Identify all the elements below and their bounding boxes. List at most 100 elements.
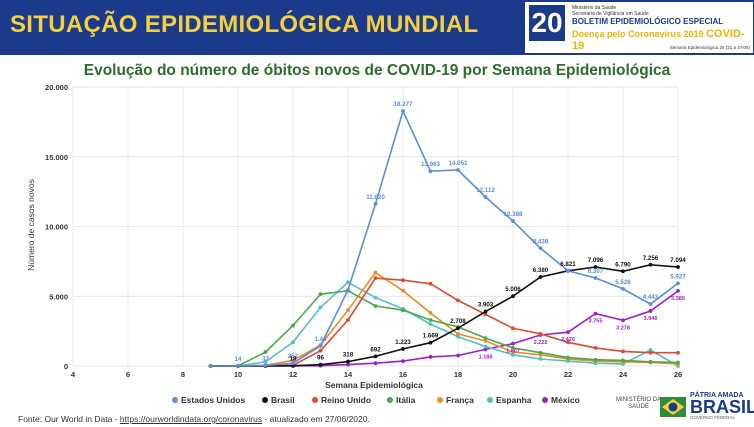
data-point (483, 347, 488, 352)
bulletin-week: Semana Epidemiológica 26 (21 a 27/06) (669, 45, 750, 50)
x-tick-label: 24 (619, 370, 628, 379)
data-point (648, 359, 653, 364)
data-point (373, 202, 378, 206)
government-brand: PÁTRIA AMADA BRASIL GOVERNO FEDERAL (690, 392, 754, 420)
data-label: 33 (262, 356, 269, 363)
data-point (401, 359, 405, 364)
data-point (401, 308, 405, 313)
data-point (428, 322, 433, 327)
data-point (483, 309, 488, 314)
series-line (210, 108, 679, 367)
data-point (593, 265, 598, 269)
data-label: 692 (370, 346, 381, 353)
data-point (648, 350, 653, 355)
header-banner: SITUAÇÃO EPIDEMIOLÓGICA MUNDIAL 20 Minis… (0, 0, 754, 55)
data-point (428, 318, 433, 322)
data-point (291, 358, 295, 363)
data-label: 6.821 (560, 261, 576, 268)
data-point (511, 219, 515, 223)
data-label: 96 (317, 355, 324, 362)
data-label: 1.188 (479, 354, 493, 360)
legend-entry: França (446, 395, 474, 405)
x-tick-label: 26 (674, 370, 682, 379)
data-point (511, 350, 515, 354)
data-label: 18 (290, 356, 297, 363)
x-tick-label: 12 (289, 370, 297, 379)
bulletin-disease-name: Doença pelo Coronavírus 2019 (572, 29, 704, 39)
data-point (428, 281, 433, 286)
brazil-flag-icon (660, 397, 686, 417)
data-label: 3.946 (644, 316, 658, 322)
data-label: 11.620 (366, 194, 385, 201)
brand-line-2: BRASIL (690, 397, 754, 417)
data-point (621, 358, 625, 363)
data-point (621, 269, 625, 274)
x-tick-label: 10 (234, 370, 242, 379)
x-tick-label: 8 (181, 370, 185, 379)
data-point (511, 345, 515, 350)
data-point (538, 275, 543, 279)
y-tick-label: 10.000 (45, 223, 68, 232)
data-point (318, 348, 323, 353)
legend-entry: Brasil (271, 395, 295, 405)
x-tick-label: 6 (126, 370, 130, 379)
chart-data-labels: 14 33 252 1.44 11.620 18.277 13.963 14.051 12.11… (235, 101, 687, 363)
data-point (648, 348, 653, 352)
data-label: 4.443 (643, 294, 659, 301)
data-point (538, 357, 543, 361)
chart-legend: Estados Unidos Brasil Reino Unido Itália Fra… (172, 395, 580, 405)
x-tick-label: 22 (564, 370, 572, 379)
data-point (676, 281, 680, 286)
data-point (593, 345, 598, 350)
data-point (291, 361, 295, 366)
data-point (346, 288, 350, 292)
data-point (566, 330, 570, 335)
data-point (511, 341, 515, 346)
data-label: 13.963 (421, 161, 440, 168)
data-point (566, 355, 570, 360)
data-label: 1.44 (314, 336, 327, 343)
legend-entry: Reino Unido (321, 395, 371, 405)
data-point (373, 270, 378, 275)
data-point (456, 332, 460, 336)
data-point (538, 332, 543, 336)
series-line (210, 289, 679, 367)
data-point (401, 347, 405, 351)
data-label: 7.256 (643, 255, 659, 262)
data-point (263, 363, 268, 368)
data-label: 14.051 (449, 160, 468, 167)
data-point (401, 288, 405, 293)
y-tick-label: 0 (64, 362, 68, 371)
data-point (483, 312, 488, 317)
bulletin-badge: 20 Ministério da Saúde Secretaria de Vig… (525, 2, 753, 53)
data-label: 7.094 (670, 257, 686, 264)
data-label: 10.388 (504, 211, 523, 218)
data-label: 318 (343, 352, 354, 359)
y-tick-label: 20.000 (45, 83, 68, 92)
x-tick-label: 20 (509, 370, 517, 379)
data-point (401, 109, 405, 113)
data-label: 1.669 (423, 333, 439, 340)
chart-grid (72, 86, 679, 367)
source-link[interactable]: https://ourworldindata.org/coronavirus (119, 414, 263, 424)
y-tick-label: 15.000 (45, 153, 68, 162)
legend-entry: Itália (396, 395, 416, 405)
data-point (346, 308, 350, 313)
legend-marker (172, 397, 178, 403)
data-point (483, 344, 488, 349)
data-point (676, 265, 680, 269)
series-line (210, 277, 678, 367)
data-point (291, 323, 295, 328)
data-point (456, 298, 460, 303)
data-label: 2.222 (534, 340, 548, 346)
data-point (676, 288, 680, 293)
data-label: 5.006 (505, 286, 521, 293)
series-line (210, 281, 679, 367)
data-label: 12.112 (476, 187, 495, 194)
chart-axes: 0 5.000 10.000 15.000 20.000 4 6 8 10 12 14 16 18 20 2… (45, 83, 682, 379)
brand-line-3: GOVERNO FEDERAL (690, 415, 736, 420)
data-point (566, 268, 570, 273)
data-point (511, 294, 515, 299)
data-point (456, 353, 460, 358)
